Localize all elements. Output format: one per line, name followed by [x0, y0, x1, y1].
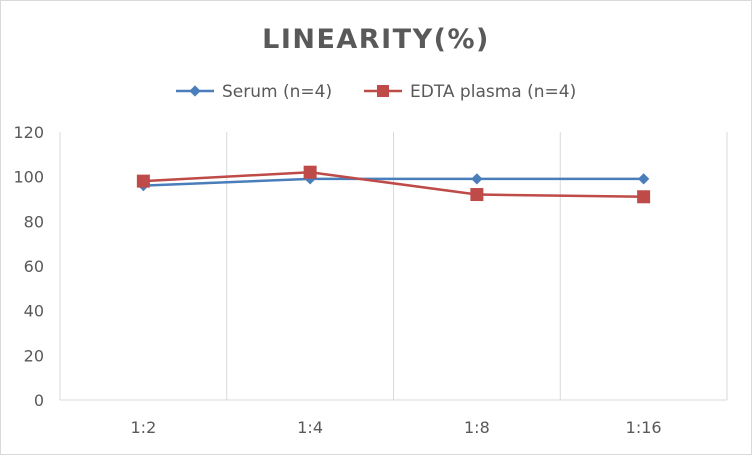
x-tick-label: 1:4	[297, 418, 323, 437]
y-tick-label: 120	[13, 123, 44, 142]
x-tick-label: 1:8	[464, 418, 490, 437]
y-tick-label: 40	[24, 302, 44, 321]
y-tick-label: 0	[34, 391, 44, 410]
series-edta-plasma	[136, 165, 651, 204]
gridlines	[59, 132, 728, 401]
legend-label-edta: EDTA plasma (n=4)	[410, 82, 576, 102]
data-point-square	[136, 174, 150, 188]
legend-marker-edta	[377, 85, 389, 97]
x-tick-label: 1:16	[626, 418, 662, 437]
data-point-square	[470, 188, 484, 202]
y-tick-label: 80	[24, 212, 44, 231]
legend: Serum (n=4) EDTA plasma (n=4)	[176, 82, 576, 102]
chart-title: LINEARITY(%)	[262, 24, 490, 55]
data-point-diamond	[471, 173, 483, 185]
x-tick-label: 1:2	[131, 418, 157, 437]
data-point-square	[303, 165, 317, 179]
y-tick-label: 100	[13, 168, 44, 187]
series-line	[143, 170, 644, 199]
legend-marker-serum	[189, 85, 201, 97]
x-axis-ticks: 1:2 1:4 1:8 1:16	[131, 418, 662, 437]
legend-label-serum: Serum (n=4)	[222, 82, 332, 102]
data-point-square	[637, 190, 651, 204]
y-axis-ticks: 0 20 40 60 80 100 120	[13, 123, 44, 410]
series-line	[143, 177, 644, 187]
data-point-diamond	[637, 173, 650, 185]
series-group	[136, 165, 651, 204]
y-tick-label: 60	[24, 257, 44, 276]
y-tick-label: 20	[24, 346, 44, 365]
